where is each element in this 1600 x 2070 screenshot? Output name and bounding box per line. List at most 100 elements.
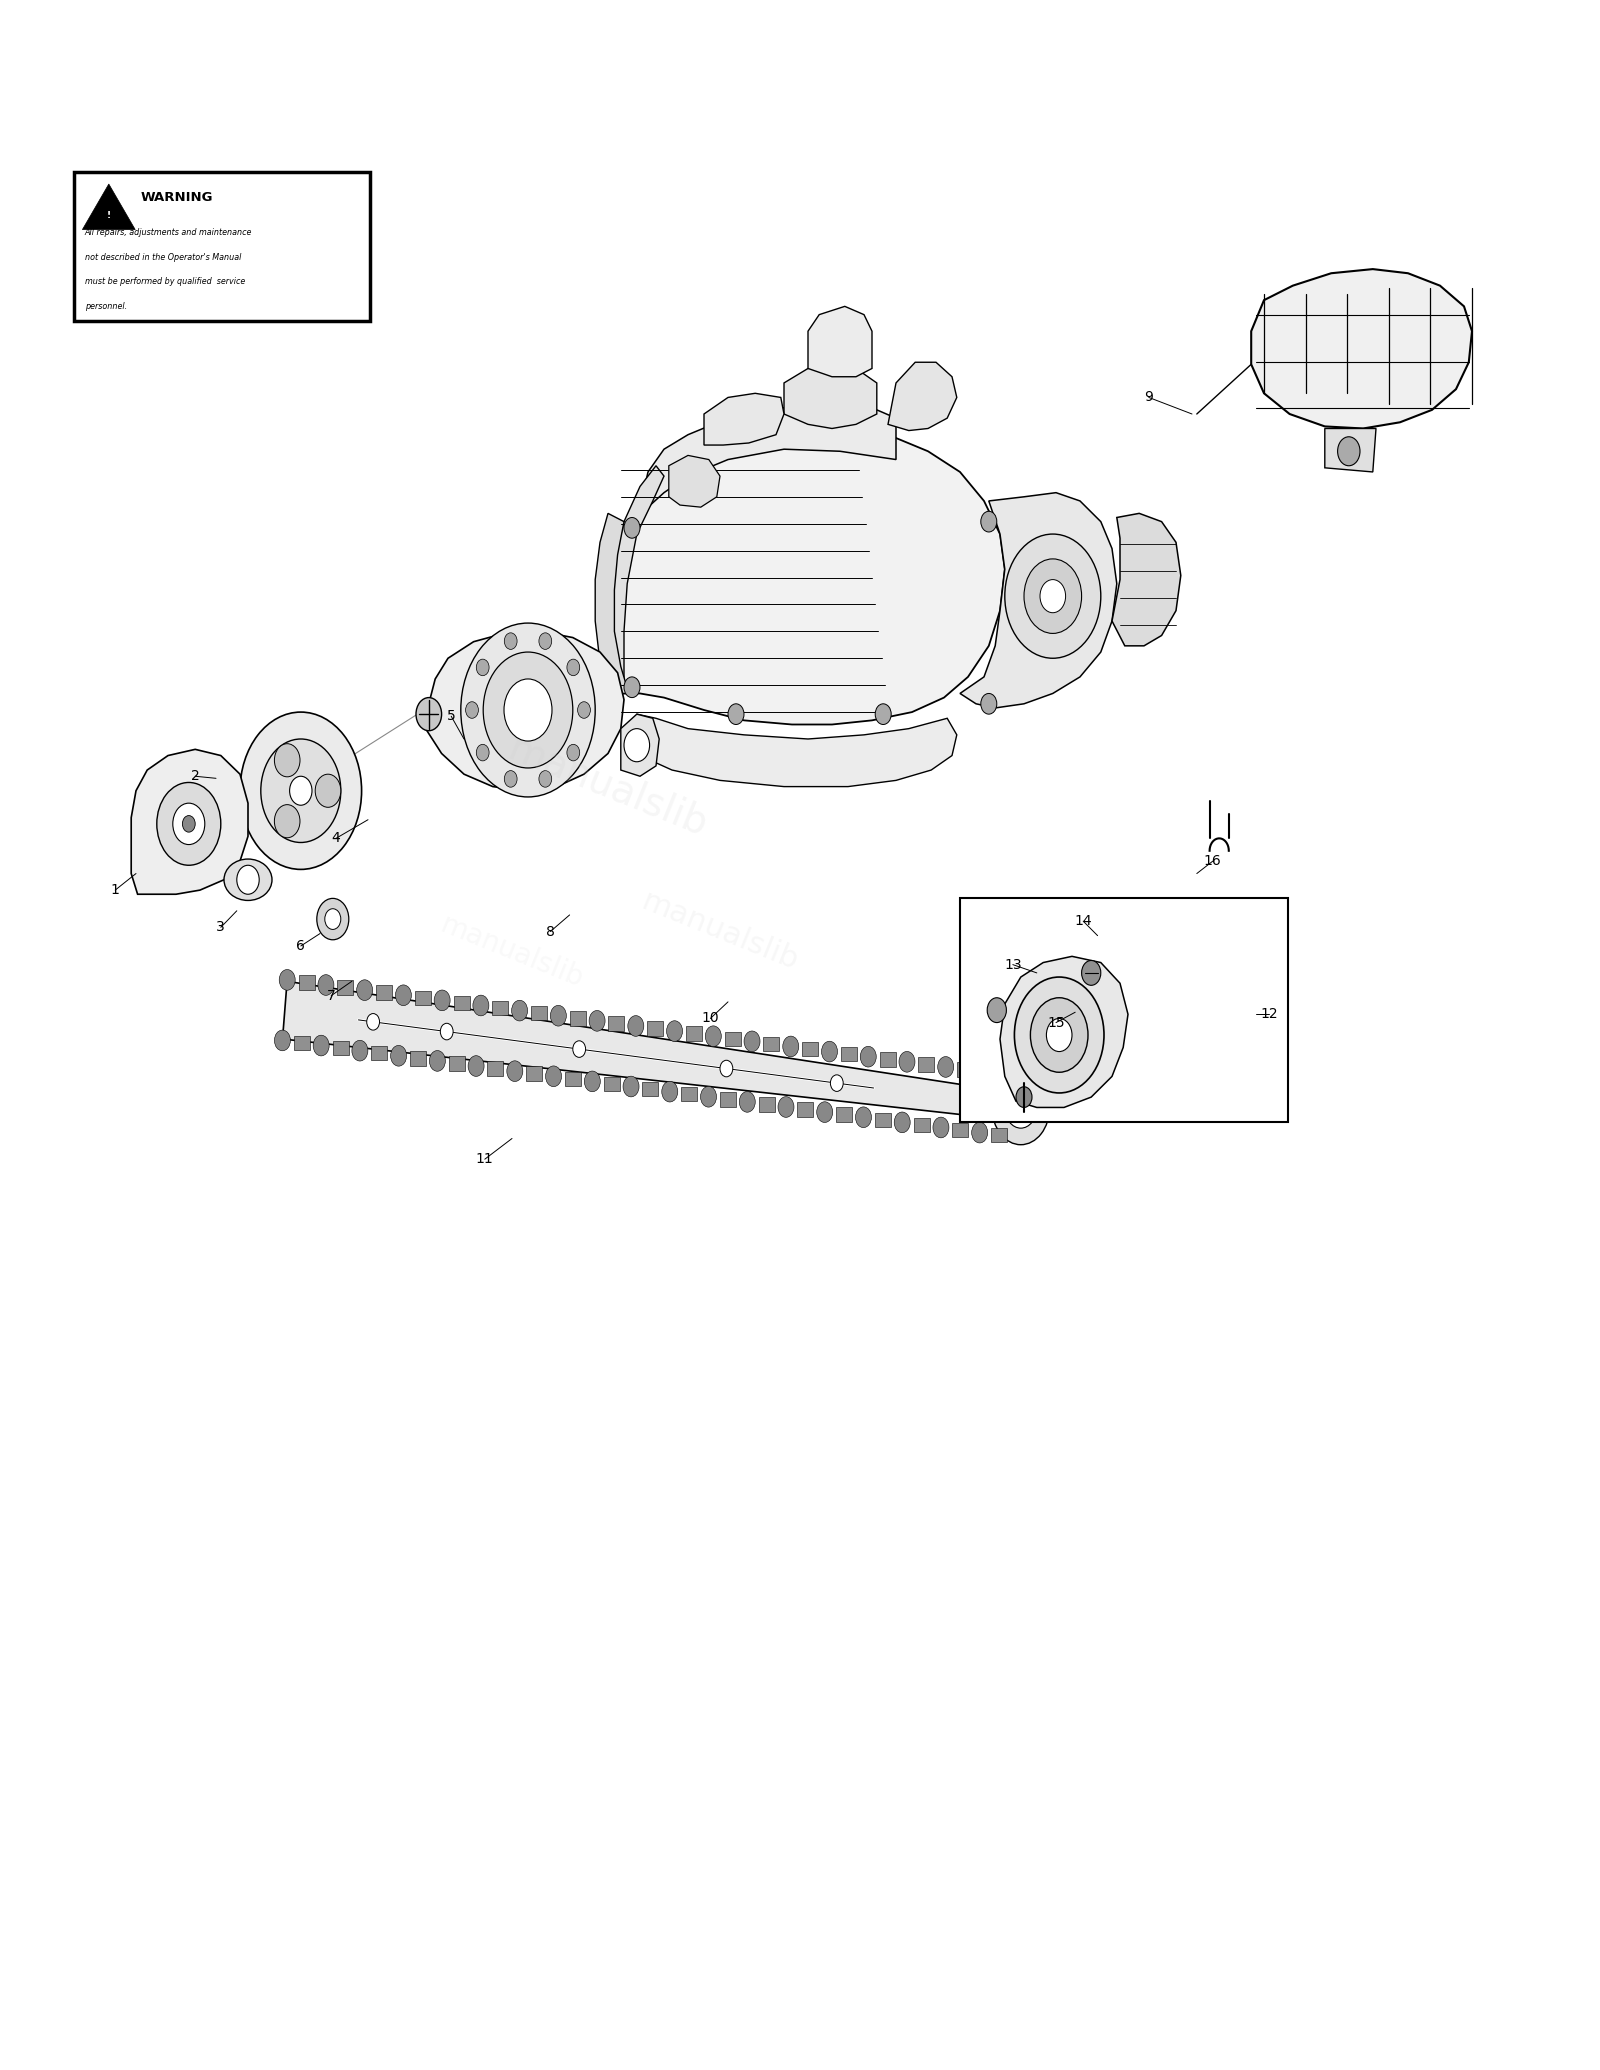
Circle shape (504, 770, 517, 787)
Text: manualslib: manualslib (637, 886, 803, 977)
Circle shape (899, 1052, 915, 1072)
Polygon shape (608, 466, 664, 693)
Circle shape (546, 1066, 562, 1087)
Circle shape (624, 518, 640, 538)
Bar (333, 1041, 349, 1056)
Text: must be performed by qualified  service: must be performed by qualified service (85, 277, 245, 286)
Text: !: ! (107, 211, 110, 219)
Circle shape (1005, 1087, 1037, 1128)
Text: 12: 12 (1259, 1008, 1278, 1021)
FancyBboxPatch shape (74, 172, 370, 321)
Circle shape (395, 985, 411, 1006)
Bar (646, 1021, 662, 1035)
Circle shape (290, 776, 312, 805)
Text: 7: 7 (326, 989, 336, 1002)
Polygon shape (426, 631, 624, 791)
Circle shape (728, 704, 744, 724)
Circle shape (477, 745, 490, 762)
Circle shape (477, 658, 490, 675)
Circle shape (504, 633, 517, 650)
Circle shape (566, 745, 579, 762)
Circle shape (1016, 1087, 1032, 1107)
Circle shape (573, 1041, 586, 1058)
Text: 6: 6 (296, 940, 306, 952)
Circle shape (325, 909, 341, 929)
Bar (414, 992, 430, 1006)
Bar (797, 1103, 813, 1118)
Bar (493, 1000, 509, 1014)
Circle shape (352, 1041, 368, 1062)
Text: 9: 9 (1144, 391, 1154, 404)
Text: 11: 11 (475, 1153, 494, 1165)
Circle shape (173, 803, 205, 845)
Polygon shape (83, 184, 134, 230)
Circle shape (739, 1091, 755, 1112)
Bar (686, 1027, 702, 1041)
Bar (603, 1076, 619, 1091)
FancyBboxPatch shape (960, 898, 1288, 1122)
Circle shape (512, 1000, 528, 1021)
Circle shape (861, 1045, 877, 1066)
Circle shape (474, 996, 490, 1016)
Bar (299, 975, 315, 989)
Circle shape (440, 1023, 453, 1039)
Polygon shape (960, 493, 1117, 708)
Circle shape (701, 1087, 717, 1107)
Circle shape (434, 989, 450, 1010)
Text: manualslib: manualslib (437, 911, 587, 994)
Circle shape (894, 1112, 910, 1132)
Bar (957, 1062, 973, 1076)
Bar (802, 1041, 818, 1056)
Circle shape (1046, 1018, 1072, 1052)
Circle shape (240, 712, 362, 869)
Bar (570, 1010, 586, 1025)
Bar (758, 1097, 774, 1112)
Circle shape (1338, 437, 1360, 466)
Text: 5: 5 (446, 710, 456, 722)
Bar (448, 1056, 464, 1070)
Circle shape (976, 1062, 992, 1083)
Circle shape (466, 702, 478, 718)
Circle shape (182, 816, 195, 832)
Text: 4: 4 (331, 832, 341, 845)
Circle shape (237, 865, 259, 894)
Text: 3: 3 (216, 921, 226, 934)
Circle shape (821, 1041, 837, 1062)
Circle shape (314, 1035, 330, 1056)
Bar (914, 1118, 930, 1132)
Polygon shape (784, 362, 877, 428)
Circle shape (416, 698, 442, 731)
Bar (763, 1037, 779, 1052)
Circle shape (275, 1031, 291, 1052)
Circle shape (261, 739, 341, 842)
Circle shape (366, 1014, 379, 1031)
Polygon shape (1251, 269, 1472, 428)
Circle shape (357, 979, 373, 1000)
Polygon shape (1000, 956, 1128, 1107)
Circle shape (662, 1081, 678, 1101)
Text: 8: 8 (546, 925, 555, 938)
Circle shape (875, 704, 891, 724)
Circle shape (469, 1056, 485, 1076)
Bar (990, 1128, 1006, 1143)
Bar (376, 985, 392, 1000)
Bar (531, 1006, 547, 1021)
Bar (880, 1052, 896, 1066)
Circle shape (566, 658, 579, 675)
Polygon shape (608, 428, 1005, 724)
Polygon shape (888, 362, 957, 431)
Bar (837, 1107, 853, 1122)
Circle shape (578, 702, 590, 718)
Bar (682, 1087, 698, 1101)
Circle shape (1014, 977, 1104, 1093)
Polygon shape (669, 455, 720, 507)
Circle shape (278, 969, 294, 989)
Bar (371, 1045, 387, 1060)
Circle shape (830, 1074, 843, 1091)
Circle shape (1005, 534, 1101, 658)
Text: 14: 14 (1074, 915, 1093, 927)
Circle shape (782, 1037, 798, 1058)
Circle shape (627, 1016, 643, 1037)
Circle shape (1040, 580, 1066, 613)
Bar (995, 1068, 1011, 1083)
